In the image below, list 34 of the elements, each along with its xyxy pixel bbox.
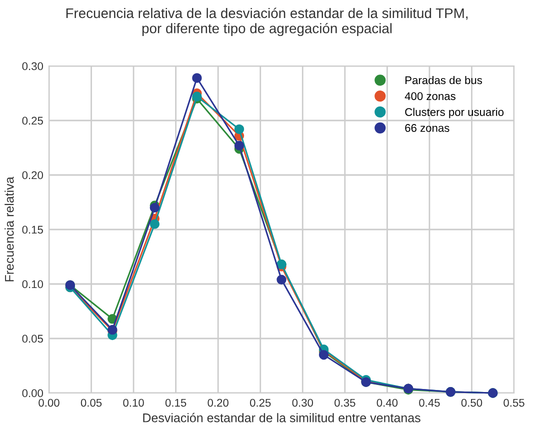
chart-title: Frecuencia relativa de la desviación estandar de la similitud TPM, por diferente tipo de agregación espacial [66,8,468,36]
point [192,92,202,102]
point [234,140,244,150]
point [276,274,286,284]
x-axis-title: Desviación estandar de la similitud entre ventanas [143,412,420,422]
y-tick-label: 0.05 [22,334,43,343]
x-tick-label: 0.35 [334,398,356,407]
point [150,202,160,213]
y-tick-label: 0.15 [22,226,43,234]
point [192,73,202,83]
y-axis-title: Frecuencia relativa [4,176,14,282]
y-tick-label: 0.20 [22,171,44,180]
point [318,350,329,360]
x-tick-label: 0.05 [80,398,102,407]
x-tick-label: 0.30 [292,398,314,407]
legend-label: Paradas de bus [405,76,482,84]
y-tick-label: 0.25 [22,116,43,125]
point [150,219,160,229]
y-tick-label: 0.10 [22,280,44,288]
legend-label: 66 zonas [405,124,450,132]
x-tick-label: 0.40 [376,398,398,407]
x-tick-label: 0.00 [38,398,60,407]
x-tick-label: 0.10 [123,398,144,407]
x-tick-label: 0.20 [208,398,228,407]
x-tick-label: 0.55 [504,398,524,407]
x-tick-label: 0.45 [419,398,440,407]
point [234,124,244,134]
x-tick-label: 0.50 [461,398,482,407]
y-tick-label: 0.00 [22,389,44,398]
x-tick-label: 0.25 [250,398,271,407]
legend-label: 400 zonas [404,92,456,100]
legend-label: Clusters por usuario [405,108,504,118]
x-tick-label: 0.15 [165,398,186,407]
y-tick-label: 0.30 [22,62,44,70]
